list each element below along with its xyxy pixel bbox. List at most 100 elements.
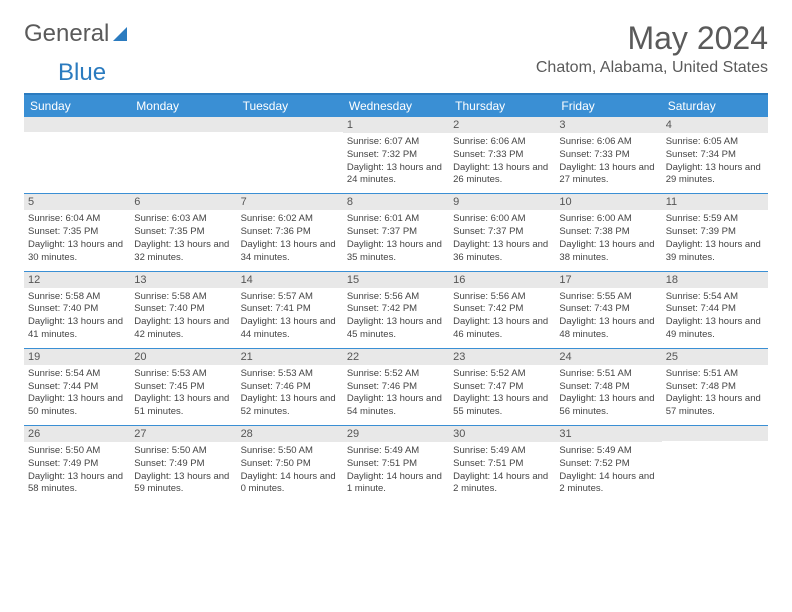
- sunrise-line: Sunrise: 6:06 AM: [559, 136, 657, 149]
- sunrise-line: Sunrise: 6:07 AM: [347, 136, 445, 149]
- day-cell: 31Sunrise: 5:49 AMSunset: 7:52 PMDayligh…: [555, 426, 661, 502]
- day-cell: 13Sunrise: 5:58 AMSunset: 7:40 PMDayligh…: [130, 272, 236, 348]
- day-number: 20: [130, 349, 236, 365]
- day-number: 16: [449, 272, 555, 288]
- sunrise-line: Sunrise: 5:49 AM: [347, 445, 445, 458]
- sunset-line: Sunset: 7:35 PM: [28, 226, 126, 239]
- sunrise-line: Sunrise: 6:00 AM: [559, 213, 657, 226]
- day-number: 26: [24, 426, 130, 442]
- day-number: 5: [24, 194, 130, 210]
- calendar: SundayMondayTuesdayWednesdayThursdayFrid…: [24, 93, 768, 502]
- sunset-line: Sunset: 7:51 PM: [347, 458, 445, 471]
- sunrise-line: Sunrise: 5:51 AM: [559, 368, 657, 381]
- sunset-line: Sunset: 7:32 PM: [347, 149, 445, 162]
- day-number: 22: [343, 349, 449, 365]
- sunset-line: Sunset: 7:44 PM: [666, 303, 764, 316]
- empty-cell: [237, 117, 343, 193]
- day-number: 17: [555, 272, 661, 288]
- day-cell: 24Sunrise: 5:51 AMSunset: 7:48 PMDayligh…: [555, 349, 661, 425]
- day-number: 13: [130, 272, 236, 288]
- daylight-line: Daylight: 13 hours and 26 minutes.: [453, 162, 551, 188]
- day-cell: 11Sunrise: 5:59 AMSunset: 7:39 PMDayligh…: [662, 194, 768, 270]
- daylight-line: Daylight: 13 hours and 45 minutes.: [347, 316, 445, 342]
- sunset-line: Sunset: 7:46 PM: [241, 381, 339, 394]
- sunrise-line: Sunrise: 5:49 AM: [453, 445, 551, 458]
- day-cell: 26Sunrise: 5:50 AMSunset: 7:49 PMDayligh…: [24, 426, 130, 502]
- day-number: 25: [662, 349, 768, 365]
- sunrise-line: Sunrise: 6:01 AM: [347, 213, 445, 226]
- day-cell: 6Sunrise: 6:03 AMSunset: 7:35 PMDaylight…: [130, 194, 236, 270]
- daylight-line: Daylight: 14 hours and 1 minute.: [347, 471, 445, 497]
- daylight-line: Daylight: 13 hours and 35 minutes.: [347, 239, 445, 265]
- sunset-line: Sunset: 7:37 PM: [453, 226, 551, 239]
- week-row: 12Sunrise: 5:58 AMSunset: 7:40 PMDayligh…: [24, 271, 768, 348]
- day-number: [24, 117, 130, 132]
- day-number: 10: [555, 194, 661, 210]
- day-number: 1: [343, 117, 449, 133]
- sunset-line: Sunset: 7:33 PM: [453, 149, 551, 162]
- day-header: Saturday: [662, 95, 768, 117]
- sunrise-line: Sunrise: 5:53 AM: [241, 368, 339, 381]
- daylight-line: Daylight: 13 hours and 29 minutes.: [666, 162, 764, 188]
- day-cell: 7Sunrise: 6:02 AMSunset: 7:36 PMDaylight…: [237, 194, 343, 270]
- sunset-line: Sunset: 7:39 PM: [666, 226, 764, 239]
- day-cell: 4Sunrise: 6:05 AMSunset: 7:34 PMDaylight…: [662, 117, 768, 193]
- calendar-page: General May 2024 Chatom, Alabama, United…: [0, 0, 792, 522]
- daylight-line: Daylight: 13 hours and 48 minutes.: [559, 316, 657, 342]
- sunset-line: Sunset: 7:45 PM: [134, 381, 232, 394]
- day-number: 11: [662, 194, 768, 210]
- daylight-line: Daylight: 13 hours and 52 minutes.: [241, 393, 339, 419]
- daylight-line: Daylight: 13 hours and 55 minutes.: [453, 393, 551, 419]
- daylight-line: Daylight: 13 hours and 46 minutes.: [453, 316, 551, 342]
- sunrise-line: Sunrise: 5:57 AM: [241, 291, 339, 304]
- sunset-line: Sunset: 7:40 PM: [28, 303, 126, 316]
- sunset-line: Sunset: 7:50 PM: [241, 458, 339, 471]
- daylight-line: Daylight: 13 hours and 50 minutes.: [28, 393, 126, 419]
- day-number: 28: [237, 426, 343, 442]
- day-cell: 17Sunrise: 5:55 AMSunset: 7:43 PMDayligh…: [555, 272, 661, 348]
- sunset-line: Sunset: 7:49 PM: [28, 458, 126, 471]
- sunset-line: Sunset: 7:51 PM: [453, 458, 551, 471]
- sunset-line: Sunset: 7:42 PM: [453, 303, 551, 316]
- sunrise-line: Sunrise: 5:58 AM: [28, 291, 126, 304]
- daylight-line: Daylight: 13 hours and 36 minutes.: [453, 239, 551, 265]
- daylight-line: Daylight: 14 hours and 0 minutes.: [241, 471, 339, 497]
- sunset-line: Sunset: 7:52 PM: [559, 458, 657, 471]
- sunrise-line: Sunrise: 5:52 AM: [453, 368, 551, 381]
- sunrise-line: Sunrise: 5:54 AM: [28, 368, 126, 381]
- sunset-line: Sunset: 7:47 PM: [453, 381, 551, 394]
- daylight-line: Daylight: 13 hours and 51 minutes.: [134, 393, 232, 419]
- day-number: 29: [343, 426, 449, 442]
- empty-cell: [130, 117, 236, 193]
- daylight-line: Daylight: 13 hours and 32 minutes.: [134, 239, 232, 265]
- weeks-container: 1 Sunrise: 6:07 AMSunset: 7:32 PM Daylight…: [24, 117, 768, 502]
- day-cell: 29 Sunrise: 5:49 AMSunset: 7:51 PMDayligh…: [343, 426, 449, 502]
- sunset-line: Sunset: 7:34 PM: [666, 149, 764, 162]
- day-number: 3: [555, 117, 661, 133]
- sunrise-line: Sunrise: 5:49 AM: [559, 445, 657, 458]
- sunset-line: Sunset: 7:41 PM: [241, 303, 339, 316]
- day-number: [662, 426, 768, 441]
- day-cell: 20 Sunrise: 5:53 AMSunset: 7:45 PMDayligh…: [130, 349, 236, 425]
- sunrise-line: Sunrise: 5:53 AM: [134, 368, 232, 381]
- day-header: Monday: [130, 95, 236, 117]
- daylight-line: Daylight: 13 hours and 41 minutes.: [28, 316, 126, 342]
- day-number: 14: [237, 272, 343, 288]
- title-location: Chatom, Alabama, United States: [536, 59, 768, 77]
- empty-cell: [662, 426, 768, 502]
- day-cell: 9Sunrise: 6:00 AMSunset: 7:37 PMDaylight…: [449, 194, 555, 270]
- title-block: May 2024 Chatom, Alabama, United States: [536, 20, 768, 77]
- day-cell: 27Sunrise: 5:50 AMSunset: 7:49 PMDayligh…: [130, 426, 236, 502]
- day-header: Tuesday: [237, 95, 343, 117]
- sunrise-line: Sunrise: 5:58 AM: [134, 291, 232, 304]
- day-number: 21: [237, 349, 343, 365]
- sunrise-line: Sunrise: 5:54 AM: [666, 291, 764, 304]
- sunset-line: Sunset: 7:36 PM: [241, 226, 339, 239]
- day-header: Wednesday: [343, 95, 449, 117]
- sunset-line: Sunset: 7:38 PM: [559, 226, 657, 239]
- day-cell: 3Sunrise: 6:06 AMSunset: 7:33 PMDaylight…: [555, 117, 661, 193]
- logo-word2: Blue: [58, 59, 106, 86]
- sunset-line: Sunset: 7:40 PM: [134, 303, 232, 316]
- day-cell: 12Sunrise: 5:58 AMSunset: 7:40 PMDayligh…: [24, 272, 130, 348]
- daylight-line: Daylight: 13 hours and 27 minutes.: [559, 162, 657, 188]
